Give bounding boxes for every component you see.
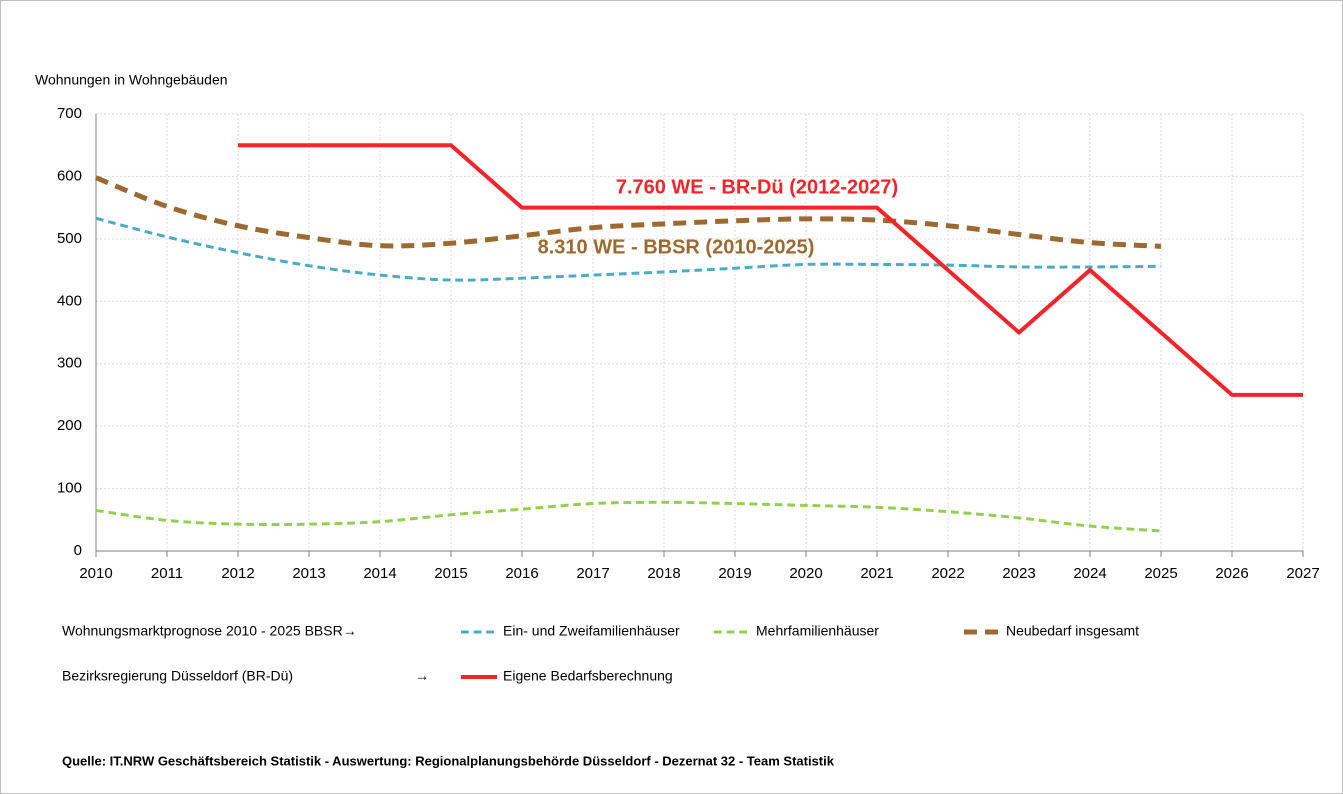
legend-arrow: → [415, 668, 429, 684]
line [238, 143, 1303, 397]
x-tick-label: 2024 [1073, 565, 1106, 582]
y-tick-label: 200 [57, 417, 82, 434]
x-tick-label: 2027 [1286, 565, 1319, 582]
x-tick-label: 2023 [1002, 565, 1035, 582]
legend-label: Ein- und Zweifamilienhäuser [503, 623, 680, 639]
y-tick-label: 300 [57, 355, 82, 372]
x-tick-label: 2015 [434, 565, 467, 582]
x-tick-label: 2012 [221, 565, 254, 582]
line [95, 216, 1162, 282]
y-tick-label: 500 [57, 230, 82, 247]
x-tick-label: 2022 [931, 565, 964, 582]
legend-label: Neubedarf insgesamt [1006, 623, 1139, 639]
x-tick-label: 2019 [718, 565, 751, 582]
legend-label: Mehrfamilienhäuser [756, 623, 879, 639]
legend-label: Eigene Bedarfsberechnung [503, 668, 673, 684]
annotation: 8.310 WE - BBSR (2010-2025) [538, 236, 815, 258]
annotation: 7.760 WE - BR-Dü (2012-2027) [616, 176, 898, 198]
y-tick-label: 700 [57, 105, 82, 122]
y-tick-label: 600 [57, 167, 82, 184]
y-axis-label: Wohnungen in Wohngebäuden [35, 72, 228, 88]
x-tick-label: 2017 [576, 565, 609, 582]
x-tick-label: 2013 [292, 565, 325, 582]
x-tick-label: 2010 [79, 565, 112, 582]
x-tick-label: 2021 [860, 565, 893, 582]
legend-group-label: Bezirksregierung Düsseldorf (BR-Dü) [62, 668, 293, 684]
x-tick-label: 2026 [1215, 565, 1248, 582]
x-tick-label: 2011 [151, 565, 183, 582]
legend-group-label: Wohnungsmarktprognose 2010 - 2025 BBSR→ [62, 623, 357, 639]
x-tick-label: 2020 [789, 565, 822, 582]
x-tick-label: 2025 [1144, 565, 1177, 582]
x-tick-label: 2014 [363, 565, 396, 582]
source: Quelle: IT.NRW Geschäftsbereich Statisti… [62, 753, 835, 768]
line [95, 500, 1162, 533]
x-tick-label: 2016 [505, 565, 538, 582]
y-tick-label: 0 [74, 542, 82, 559]
x-tick-label: 2018 [647, 565, 680, 582]
y-tick-label: 400 [57, 292, 82, 309]
y-tick-label: 100 [57, 480, 82, 497]
